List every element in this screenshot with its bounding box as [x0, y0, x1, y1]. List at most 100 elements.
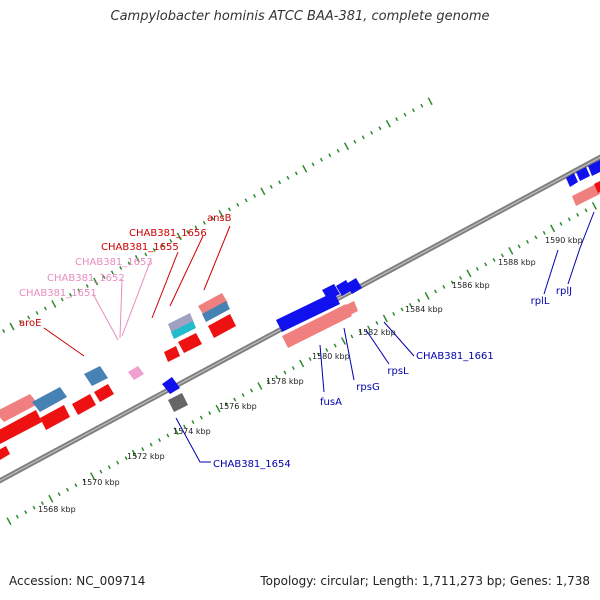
tick-mark: [382, 314, 388, 323]
tick-mark: [550, 224, 556, 233]
tick-mark: [176, 232, 182, 241]
tick-mark: [584, 208, 588, 213]
cds-feature: [171, 321, 196, 339]
tick-mark: [35, 311, 39, 315]
tick-mark: [85, 284, 89, 288]
tick-mark: [227, 207, 231, 212]
tick-mark: [475, 266, 479, 271]
cds-feature: [168, 313, 194, 334]
features: [0, 160, 600, 460]
tick-mark: [99, 469, 103, 474]
tick-mark: [161, 243, 165, 248]
tick-mark: [411, 108, 415, 113]
accession-text: Accession: NC_009714: [9, 574, 146, 588]
gene-label-fusA: fusA: [320, 397, 342, 408]
cds-feature: [198, 293, 228, 316]
tick-mark: [158, 438, 162, 443]
cds-feature: [588, 160, 600, 176]
tick-mark: [417, 298, 421, 303]
tick-mark: [77, 288, 81, 293]
tick-mark: [286, 175, 290, 180]
leader-lines: [43, 211, 595, 463]
tick-labels: 1568 kbp 1570 kbp 1572 kbp 1574 kbp 1576 kbp…: [38, 236, 583, 514]
tick-mark: [48, 494, 54, 503]
tick-mark: [283, 370, 287, 375]
tick-mark: [508, 247, 514, 255]
tick-mark: [559, 221, 563, 226]
tick-label: 1568 kbp: [38, 505, 76, 514]
cds-feature: [0, 446, 10, 460]
tick-mark: [82, 478, 86, 483]
tick-mark: [211, 216, 215, 221]
cds-feature: [202, 301, 230, 322]
tick-mark: [336, 148, 340, 153]
tick-mark: [424, 292, 430, 300]
tick-mark: [215, 404, 221, 413]
tick-tracks: [2, 97, 597, 526]
cds-feature: [72, 394, 96, 415]
tick-mark: [183, 424, 187, 429]
leader-line: [343, 327, 355, 381]
tick-label: 1588 kbp: [498, 258, 536, 267]
tick-mark: [269, 184, 273, 189]
cds-feature: [0, 410, 42, 444]
tick-mark: [408, 303, 412, 307]
tick-mark: [149, 442, 153, 447]
cds-feature: [346, 301, 358, 315]
cds-feature: [282, 304, 352, 348]
gene-label-aroE: aroE: [19, 318, 41, 329]
tick-mark: [466, 269, 472, 278]
cds-feature: [162, 377, 180, 394]
tick-mark: [152, 247, 156, 252]
map-title: Campylobacter hominis ATCC BAA-381, comp…: [110, 9, 490, 24]
tick-mark: [6, 517, 12, 526]
tick-mark: [218, 209, 224, 218]
tick-mark: [442, 284, 446, 289]
tick-label: 1590 kbp: [545, 236, 583, 245]
tick-label: 1578 kbp: [266, 377, 304, 386]
tick-mark: [385, 119, 391, 128]
tick-label: 1572 kbp: [127, 452, 165, 461]
tick-mark: [275, 375, 279, 379]
cds-feature: [128, 366, 144, 380]
tick-mark: [51, 300, 57, 308]
tick-mark: [102, 274, 106, 279]
cds-feature: [164, 346, 180, 362]
tick-mark: [484, 262, 488, 267]
tick-mark: [43, 306, 47, 311]
cds-feature: [168, 393, 188, 412]
tick-mark: [208, 411, 212, 416]
cds-feature: [0, 394, 38, 422]
tick-mark: [119, 265, 123, 270]
tick-mark: [367, 325, 371, 330]
tick-mark: [2, 329, 6, 333]
tick-mark: [450, 280, 454, 285]
tick-mark: [74, 483, 78, 488]
tick-mark: [250, 388, 254, 393]
tick-mark: [358, 330, 362, 334]
leader-line: [92, 293, 119, 341]
tick-mark: [93, 277, 99, 286]
cds-feature: [40, 405, 70, 430]
tick-mark: [340, 337, 347, 345]
tick-label: 1576 kbp: [219, 402, 257, 411]
tick-mark: [299, 359, 305, 368]
gene-label-chab381-1655: CHAB381_1655: [101, 242, 179, 253]
tick-mark: [233, 397, 237, 402]
tick-mark: [9, 322, 15, 331]
tick-mark: [534, 235, 538, 240]
tick-mark: [591, 201, 597, 210]
gene-label-ansB: ansB: [207, 213, 232, 224]
cds-feature: [84, 366, 108, 386]
tick-mark: [257, 382, 263, 390]
leader-line: [567, 211, 595, 285]
tick-mark: [325, 348, 329, 352]
gene-label-chab381-1661: CHAB381_1661: [416, 351, 494, 362]
tick-mark: [127, 261, 131, 266]
tick-label: 1582 kbp: [358, 328, 396, 337]
tick-mark: [124, 456, 128, 461]
tick-mark: [241, 393, 245, 397]
tick-mark: [116, 460, 120, 465]
tick-mark: [403, 112, 407, 117]
tick-label: 1580 kbp: [312, 352, 350, 361]
